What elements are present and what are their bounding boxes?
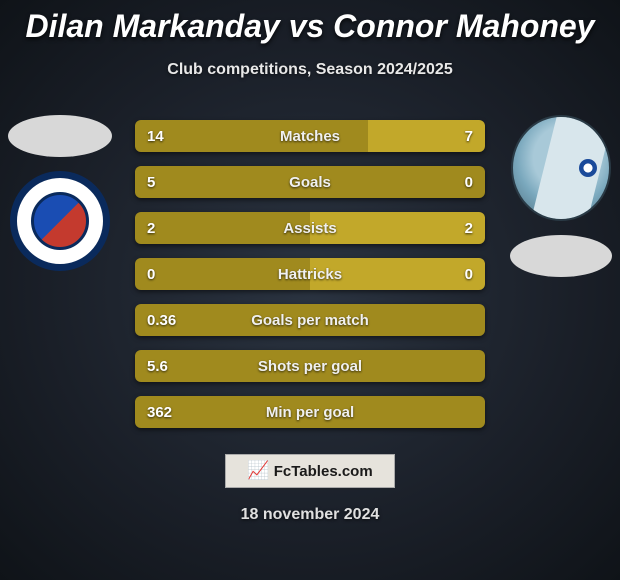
player-left-club-badge <box>10 171 110 271</box>
stat-row: 5.6Shots per goal <box>135 350 485 382</box>
stat-label: Matches <box>135 128 485 145</box>
chart-icon: 📈 <box>247 460 269 481</box>
page-title: Dilan Markanday vs Connor Mahoney <box>0 0 620 45</box>
stat-label: Min per goal <box>135 404 485 421</box>
stat-value-right: 7 <box>465 128 473 145</box>
stat-value-right: 0 <box>465 266 473 283</box>
stat-label: Assists <box>135 220 485 237</box>
stat-label: Hattricks <box>135 266 485 283</box>
stat-row: 14Matches7 <box>135 120 485 152</box>
stat-row: 5Goals0 <box>135 166 485 198</box>
player-right <box>510 115 612 277</box>
stat-row: 2Assists2 <box>135 212 485 244</box>
stat-value-right: 2 <box>465 220 473 237</box>
site-name: FcTables.com <box>274 463 373 480</box>
stat-row: 0Hattricks0 <box>135 258 485 290</box>
stat-label: Shots per goal <box>135 358 485 375</box>
stat-row: 0.36Goals per match <box>135 304 485 336</box>
player-left <box>8 115 112 271</box>
player-left-photo <box>8 115 112 157</box>
stat-label: Goals <box>135 174 485 191</box>
stat-label: Goals per match <box>135 312 485 329</box>
stat-bars: 14Matches75Goals02Assists20Hattricks00.3… <box>135 120 485 428</box>
stat-row: 362Min per goal <box>135 396 485 428</box>
subtitle: Club competitions, Season 2024/2025 <box>0 61 620 79</box>
player-right-photo <box>510 235 612 277</box>
footer-date: 18 november 2024 <box>0 506 620 524</box>
fctables-link[interactable]: 📈 FcTables.com <box>225 454 395 488</box>
stat-value-right: 0 <box>465 174 473 191</box>
player-right-club-badge <box>511 115 611 221</box>
